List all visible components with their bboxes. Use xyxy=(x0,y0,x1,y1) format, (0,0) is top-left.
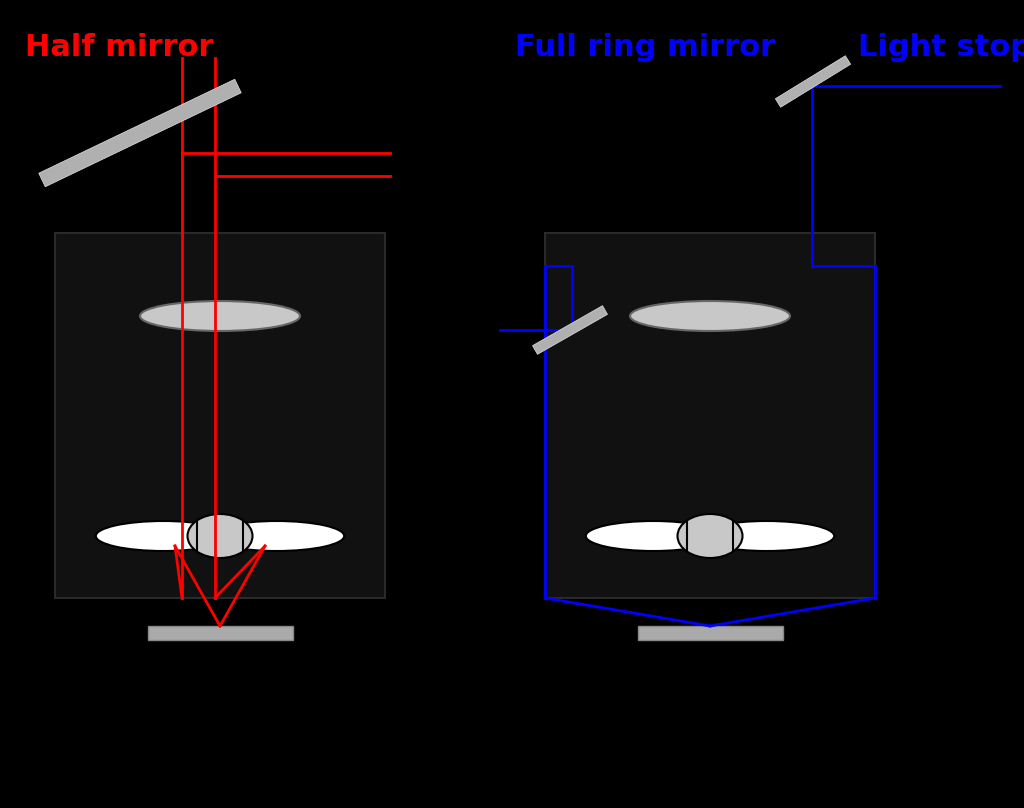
Ellipse shape xyxy=(699,521,835,551)
Ellipse shape xyxy=(630,301,790,331)
Text: Full ring mirror: Full ring mirror xyxy=(515,33,775,62)
Ellipse shape xyxy=(187,514,253,558)
Ellipse shape xyxy=(209,521,344,551)
Ellipse shape xyxy=(140,301,300,331)
Ellipse shape xyxy=(678,514,742,558)
FancyBboxPatch shape xyxy=(638,626,782,640)
Text: Light stop: Light stop xyxy=(858,33,1024,62)
FancyBboxPatch shape xyxy=(55,233,385,598)
Text: Half mirror: Half mirror xyxy=(25,33,213,62)
FancyBboxPatch shape xyxy=(545,233,874,598)
Polygon shape xyxy=(532,305,607,355)
Polygon shape xyxy=(39,79,242,187)
Ellipse shape xyxy=(96,521,230,551)
Polygon shape xyxy=(775,56,851,107)
FancyBboxPatch shape xyxy=(147,626,293,640)
Ellipse shape xyxy=(586,521,721,551)
